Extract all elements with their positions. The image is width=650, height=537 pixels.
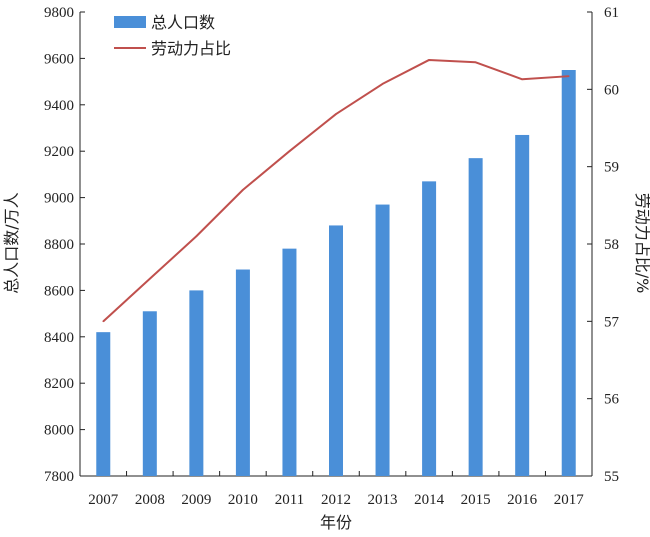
right-tick-label: 58 — [604, 237, 619, 253]
right-tick-label: 59 — [604, 160, 619, 176]
right-tick-label: 61 — [604, 5, 619, 21]
line-point — [242, 189, 244, 191]
line-point — [521, 78, 523, 81]
legend-label-labor: 劳动力占比 — [151, 39, 231, 58]
bar — [189, 290, 204, 476]
x-axis-title: 年份 — [320, 513, 352, 532]
x-tick-label: 2012 — [321, 492, 351, 508]
line-point — [428, 59, 430, 61]
x-tick-label: 2013 — [368, 492, 398, 508]
tick-labels: 7800 8000 8200 8400 8600 8800 9000 9200 9400 9600… — [44, 5, 620, 508]
x-tick-label: 2017 — [554, 492, 585, 508]
left-tick-label: 9000 — [44, 191, 74, 207]
x-tick-label: 2015 — [461, 492, 491, 508]
x-tick-label: 2011 — [275, 492, 304, 508]
line-point — [195, 235, 198, 238]
left-tick-label: 8800 — [44, 237, 74, 253]
left-tick-label: 9200 — [44, 144, 74, 160]
right-tick-label: 56 — [604, 392, 620, 408]
bar-series — [96, 70, 576, 477]
right-tick-label: 57 — [604, 314, 620, 330]
bar — [96, 332, 111, 476]
bar — [561, 70, 576, 476]
x-tick-label: 2008 — [135, 492, 165, 508]
legend-swatch-population — [114, 16, 146, 28]
line-point — [102, 320, 105, 323]
left-tick-label: 8200 — [44, 376, 74, 392]
bar — [329, 225, 343, 476]
line-point — [567, 75, 570, 77]
line-point — [381, 83, 384, 85]
bar — [142, 311, 157, 476]
x-tick-label: 2007 — [88, 492, 119, 508]
right-tick-label: 55 — [604, 469, 619, 485]
line-point — [288, 150, 291, 152]
right-tick-label: 60 — [604, 82, 619, 98]
x-tick-label: 2010 — [228, 492, 258, 508]
left-tick-label: 9800 — [44, 5, 74, 21]
legend: 总人口数 劳动力占比 — [114, 13, 231, 58]
line-point — [474, 61, 477, 64]
bar — [235, 269, 250, 476]
bar — [468, 158, 483, 476]
x-tick-label: 2009 — [181, 492, 211, 508]
x-tick-label: 2014 — [414, 492, 445, 508]
bar — [515, 134, 530, 476]
left-tick-label: 7800 — [44, 469, 74, 485]
line-point — [149, 278, 151, 280]
x-tick-label: 2016 — [507, 492, 538, 508]
left-tick-label: 9400 — [44, 98, 74, 114]
left-tick-label: 9600 — [44, 51, 74, 67]
left-tick-label: 8600 — [44, 283, 74, 299]
bar — [422, 181, 437, 477]
left-tick-label: 8000 — [44, 423, 74, 439]
line-point — [335, 113, 337, 115]
left-axis-title: 总人口数/万人 — [2, 192, 21, 293]
bar — [375, 204, 390, 476]
right-axis-title: 劳动力占比/% — [633, 193, 650, 294]
left-tick-label: 8400 — [44, 330, 74, 346]
bar — [282, 248, 297, 476]
line-series — [102, 58, 570, 323]
legend-label-population: 总人口数 — [151, 13, 215, 32]
